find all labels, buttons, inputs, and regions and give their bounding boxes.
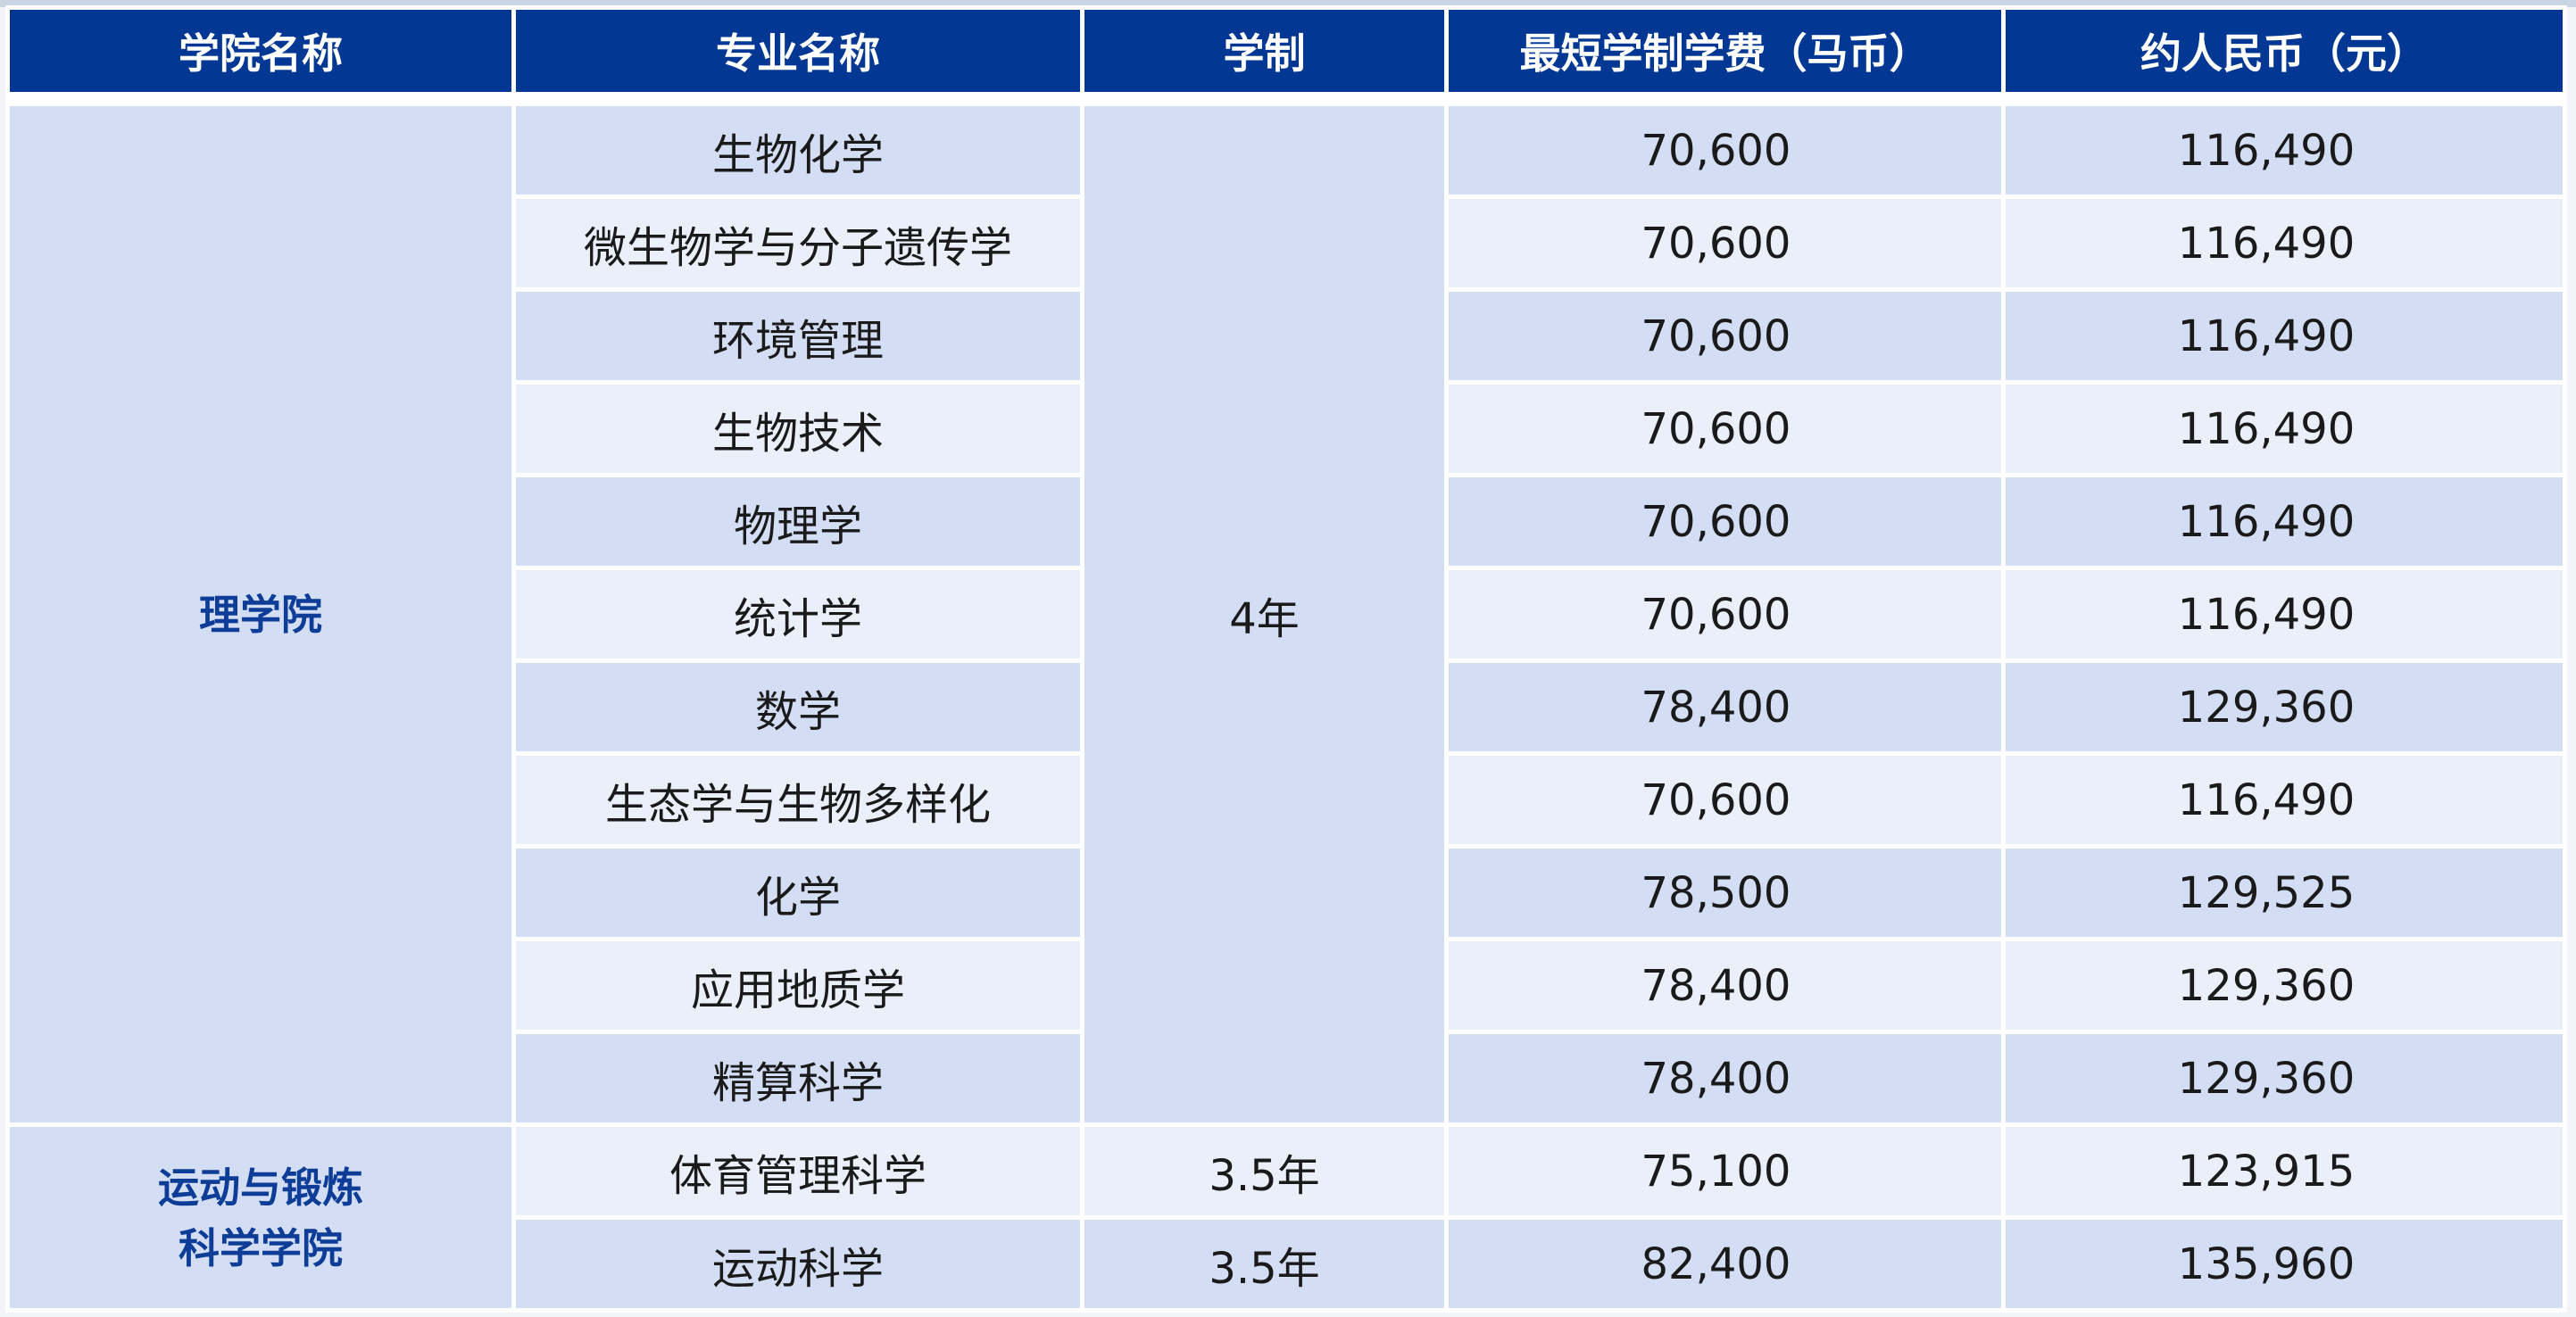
major-cell: 精算科学 [516,1034,1080,1122]
major-cell: 应用地质学 [516,941,1080,1030]
major-cell: 生物化学 [516,106,1080,195]
fee-cny-cell: 116,490 [2006,570,2563,658]
fee-cny-cell: 129,525 [2006,849,2563,937]
major-cell: 化学 [516,849,1080,937]
table-row: 理学院 生物化学 4年 70,600 116,490 [10,106,2563,1122]
fee-cny-cell: 135,960 [2006,1220,2563,1308]
duration-cell: 4年 [1084,106,1444,1122]
duration-cell: 3.5年 [1084,1220,1444,1308]
fee-cny-cell: 129,360 [2006,663,2563,751]
fee-myr-cell: 70,600 [1449,292,2001,380]
table-row: 应用地质学 78,400 129,360 [10,941,2563,1030]
college-cell: 理学院 [10,106,511,1122]
fee-myr-cell: 82,400 [1449,1220,2001,1308]
college-cell: 运动与锻炼 科学学院 [10,1127,511,1308]
header-row: 学院名称 专业名称 学制 最短学制学费（马币） 约人民币（元） [10,10,2563,92]
fee-myr-cell: 78,500 [1449,849,2001,937]
table-row: 运动与锻炼 科学学院 体育管理科学 3.5年 75,100 123,915 [10,1127,2563,1308]
table-row: 生物技术 70,600 116,490 [10,385,2563,473]
tuition-table: 学院名称 专业名称 学制 最短学制学费（马币） 约人民币（元） 理学院 生物化学 4… [5,5,2567,1313]
header-fee-myr: 最短学制学费（马币） [1449,10,2001,92]
fee-cny-cell: 129,360 [2006,941,2563,1030]
header-gap [10,96,2563,102]
fee-myr-cell: 70,600 [1449,385,2001,473]
background-band [0,0,2576,7]
fee-myr-cell: 78,400 [1449,663,2001,751]
table-row: 化学 78,500 129,525 [10,849,2563,937]
table-row: 精算科学 78,400 129,360 [10,1034,2563,1122]
table-row: 微生物学与分子遗传学 70,600 116,490 [10,199,2563,287]
table-row: 环境管理 70,600 116,490 [10,292,2563,380]
major-cell: 数学 [516,663,1080,751]
major-cell: 运动科学 [516,1220,1080,1308]
duration-cell: 3.5年 [1084,1127,1444,1215]
header-duration: 学制 [1084,10,1444,92]
major-cell: 统计学 [516,570,1080,658]
header-college: 学院名称 [10,10,511,92]
major-cell: 体育管理科学 [516,1127,1080,1215]
fee-cny-cell: 116,490 [2006,106,2563,195]
fee-cny-cell: 116,490 [2006,477,2563,566]
table-row: 统计学 70,600 116,490 [10,570,2563,658]
fee-myr-cell: 70,600 [1449,756,2001,844]
fee-myr-cell: 70,600 [1449,477,2001,566]
header-fee-cny: 约人民币（元） [2006,10,2563,92]
college-name: 理学院 [199,590,322,639]
fee-myr-cell: 70,600 [1449,199,2001,287]
header-major: 专业名称 [516,10,1080,92]
major-cell: 生物技术 [516,385,1080,473]
major-cell: 环境管理 [516,292,1080,380]
fee-cny-cell: 129,360 [2006,1034,2563,1122]
table-row: 生态学与生物多样化 70,600 116,490 [10,756,2563,844]
fee-myr-cell: 70,600 [1449,570,2001,658]
major-cell: 微生物学与分子遗传学 [516,199,1080,287]
fee-cny-cell: 116,490 [2006,385,2563,473]
fee-myr-cell: 75,100 [1449,1127,2001,1215]
college-name-line1: 运动与锻炼 [158,1163,363,1212]
major-cell: 物理学 [516,477,1080,566]
fee-myr-cell: 70,600 [1449,106,2001,195]
fee-cny-cell: 116,490 [2006,292,2563,380]
college-name-line2: 科学学院 [179,1223,343,1272]
table-row: 物理学 70,600 116,490 [10,477,2563,566]
fee-cny-cell: 116,490 [2006,756,2563,844]
fee-myr-cell: 78,400 [1449,1034,2001,1122]
table-row: 数学 78,400 129,360 [10,663,2563,751]
table-row: 运动科学 3.5年 82,400 135,960 [10,1220,2563,1308]
fee-cny-cell: 116,490 [2006,199,2563,287]
fee-myr-cell: 78,400 [1449,941,2001,1030]
major-cell: 生态学与生物多样化 [516,756,1080,844]
fee-cny-cell: 123,915 [2006,1127,2563,1215]
